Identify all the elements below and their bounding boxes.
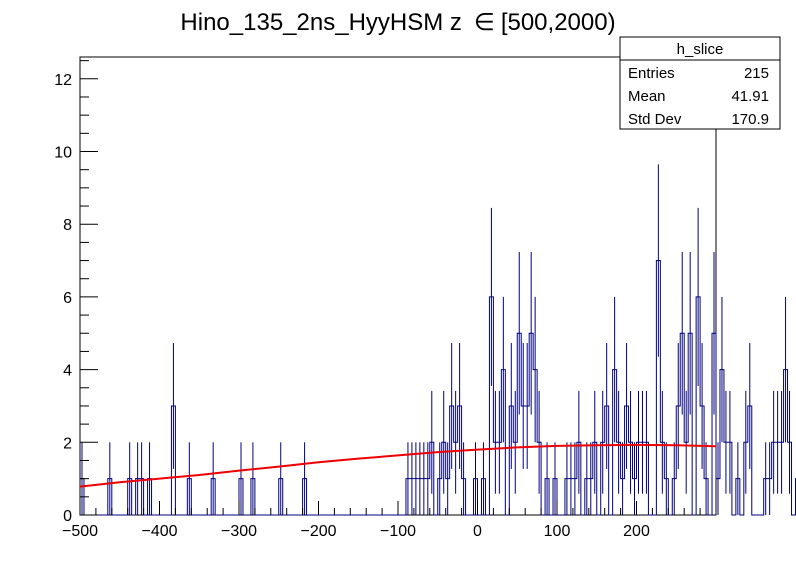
axes: −500 −400 −300 −200 −100 0 100 200 0 2 4 6 8 10 12 <box>54 60 701 540</box>
stats-stddev-value: 170.9 <box>731 111 769 128</box>
x-tick-label: −500 <box>62 523 98 540</box>
fit-curve-layer <box>79 443 717 488</box>
y-tick-label: 10 <box>54 145 72 162</box>
x-tick-label: −200 <box>300 523 336 540</box>
y-tick-label: 0 <box>63 508 72 525</box>
y-tick-label: 2 <box>63 435 72 452</box>
x-tick-label: −100 <box>380 523 416 540</box>
stats-mean-value: 41.91 <box>731 88 769 105</box>
stats-box-name: h_slice <box>677 41 724 58</box>
chart-title: Hino_135_2ns_HyyHSM z ∈ [500,2000) <box>180 9 615 36</box>
stats-stddev-label: Std Dev <box>628 111 682 128</box>
x-tick-label: 0 <box>473 523 482 540</box>
stats-mean-label: Mean <box>628 88 666 105</box>
y-tick-label: 8 <box>63 217 72 234</box>
x-tick-label: −300 <box>221 523 257 540</box>
chart-title-range: [500,2000) <box>501 9 616 36</box>
chart-title-symbol: ∈ <box>474 9 495 36</box>
x-tick-label: 200 <box>623 523 650 540</box>
y-tick-label: 12 <box>54 72 72 89</box>
fit-curve <box>79 443 717 488</box>
histogram-outline <box>80 260 796 516</box>
histogram-series <box>80 164 796 516</box>
stats-entries-label: Entries <box>628 65 675 82</box>
stats-box-frame <box>619 36 781 130</box>
x-tick-label: 100 <box>544 523 571 540</box>
chart-title-main: Hino_135_2ns_HyyHSM z <box>180 9 461 36</box>
stats-entries-value: 215 <box>744 65 769 82</box>
y-tick-label: 4 <box>63 363 72 380</box>
y-tick-label: 6 <box>63 290 72 307</box>
stats-box: h_slice Entries 215 Mean 41.91 Std Dev 1… <box>619 36 781 130</box>
x-tick-label: −400 <box>141 523 177 540</box>
